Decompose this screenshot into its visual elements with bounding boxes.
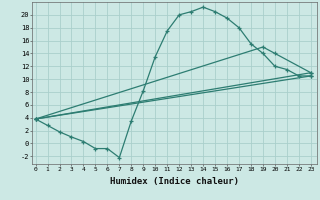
X-axis label: Humidex (Indice chaleur): Humidex (Indice chaleur) <box>110 177 239 186</box>
